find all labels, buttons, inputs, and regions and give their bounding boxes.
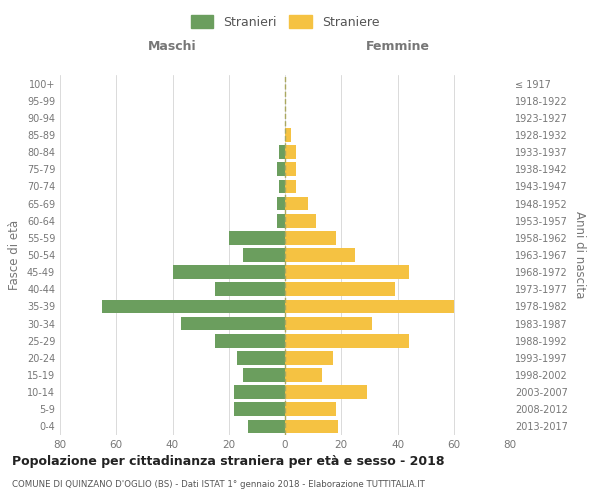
Bar — [285, 266, 409, 279]
Bar — [285, 368, 322, 382]
Bar — [280, 180, 285, 194]
Bar — [235, 386, 285, 399]
Y-axis label: Anni di nascita: Anni di nascita — [573, 212, 586, 298]
Bar — [285, 334, 409, 347]
Bar — [280, 146, 285, 159]
Bar — [285, 316, 372, 330]
Bar — [248, 420, 285, 434]
Bar — [285, 146, 296, 159]
Bar — [237, 351, 285, 364]
Bar — [285, 180, 296, 194]
Text: Maschi: Maschi — [148, 40, 197, 54]
Bar — [285, 214, 316, 228]
Bar — [277, 162, 285, 176]
Bar — [243, 248, 285, 262]
Bar — [285, 402, 335, 416]
Bar — [243, 368, 285, 382]
Bar — [285, 300, 454, 314]
Bar — [102, 300, 285, 314]
Bar — [215, 282, 285, 296]
Text: Popolazione per cittadinanza straniera per età e sesso - 2018: Popolazione per cittadinanza straniera p… — [12, 455, 445, 468]
Bar — [285, 351, 333, 364]
Bar — [285, 128, 290, 142]
Bar — [229, 231, 285, 244]
Bar — [277, 196, 285, 210]
Text: COMUNE DI QUINZANO D'OGLIO (BS) - Dati ISTAT 1° gennaio 2018 - Elaborazione TUTT: COMUNE DI QUINZANO D'OGLIO (BS) - Dati I… — [12, 480, 425, 489]
Bar — [285, 162, 296, 176]
Bar — [285, 282, 395, 296]
Bar — [181, 316, 285, 330]
Bar — [173, 266, 285, 279]
Bar — [215, 334, 285, 347]
Bar — [235, 402, 285, 416]
Y-axis label: Fasce di età: Fasce di età — [8, 220, 21, 290]
Bar — [277, 214, 285, 228]
Bar — [285, 386, 367, 399]
Text: Femmine: Femmine — [365, 40, 430, 54]
Bar — [285, 196, 308, 210]
Bar — [285, 248, 355, 262]
Legend: Stranieri, Straniere: Stranieri, Straniere — [186, 10, 384, 34]
Bar — [285, 231, 335, 244]
Bar — [285, 420, 338, 434]
